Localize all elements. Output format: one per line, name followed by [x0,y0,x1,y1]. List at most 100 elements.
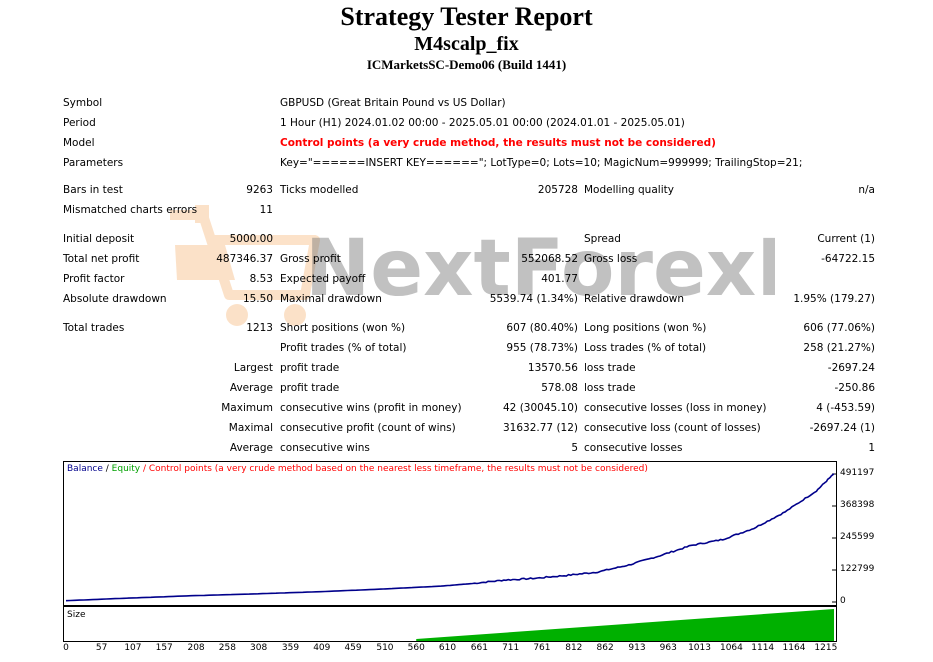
maximal-drawdown-value: 5539.74 (1.34%) [489,293,578,305]
y-tick-label: 368398 [840,500,875,510]
y-tick-label: 245599 [840,532,875,542]
x-tick-label: 409 [313,643,331,653]
consecutive-loss-count-value: -2697.24 (1) [809,422,875,434]
loss-trades-label: Loss trades (% of total) [584,342,707,354]
consecutive-losses-label: consecutive losses [584,442,683,454]
consecutive-profit-count-value: 31632.77 (12) [503,422,578,434]
profit-trades-value: 955 (78.73%) [506,342,578,354]
relative-drawdown-value: 1.95% (179.27) [793,293,875,305]
size-label: Size [67,610,86,620]
total-trades-label: Total trades [63,322,125,334]
parameters-value: Key="======INSERT KEY======"; LotType=0;… [280,157,803,169]
short-positions-label: Short positions (won %) [280,322,406,334]
largest-profit-value: 13570.56 [527,362,578,374]
spread-value: Current (1) [817,233,875,245]
largest-profit-label: profit trade [280,362,340,374]
x-tick-label: 1064 [719,643,743,653]
net-profit-value: 487346.37 [216,253,273,265]
period-value: 1 Hour (H1) 2024.01.02 00:00 - 2025.05.0… [280,117,685,129]
spread-label: Spread [584,233,621,245]
maximum-label: Maximum [221,402,273,414]
consecutive-wins-money-value: 42 (30045.10) [503,402,578,414]
size-chart [63,606,837,642]
long-positions-label: Long positions (won %) [584,322,707,334]
consecutive-wins-money-label: consecutive wins (profit in money) [280,402,462,414]
x-tick-label: 157 [155,643,173,653]
x-tick-label: 57 [95,643,108,653]
x-tick-label: 1164 [782,643,806,653]
consecutive-losses-money-label: consecutive losses (loss in money) [584,402,767,414]
profit-trades-label: Profit trades (% of total) [280,342,407,354]
bars-value: 9263 [246,184,273,196]
gross-profit-label: Gross profit [280,253,341,265]
quality-label: Modelling quality [584,184,674,196]
loss-trades-value: 258 (21.27%) [803,342,875,354]
x-tick-label: 510 [376,643,394,653]
y-tick-label: 0 [840,596,846,606]
x-tick-label: 560 [407,643,425,653]
symbol-label: Symbol [63,97,103,109]
consecutive-losses-value: 1 [868,442,875,454]
x-tick-label: 761 [533,643,551,653]
x-tick-label: 862 [596,643,614,653]
x-tick-label: 0 [63,643,69,653]
y-tick-label: 491197 [840,468,875,478]
consecutive-losses-money-value: 4 (-453.59) [816,402,875,414]
gross-loss-label: Gross loss [584,253,638,265]
legend-separator: / [102,464,112,474]
size-area [416,609,834,641]
expected-payoff-value: 401.77 [541,273,578,285]
gross-profit-value: 552068.52 [521,253,578,265]
legend-control-points: / Control points (a very crude method ba… [140,464,648,474]
profit-factor-label: Profit factor [63,273,125,285]
balance-chart [63,461,837,606]
quality-value: n/a [858,184,875,196]
server-build: ICMarketsSC-Demo06 (Build 1441) [366,57,567,72]
consecutive-wins-label: consecutive wins [280,442,370,454]
relative-drawdown-label: Relative drawdown [584,293,685,305]
average-loss-label: loss trade [584,382,636,394]
x-tick-label: 1114 [751,643,775,653]
consecutive-loss-count-label: consecutive loss (count of losses) [584,422,761,434]
chart-legend: Balance / Equity / Control points (a ver… [67,463,648,475]
consecutive-wins-value: 5 [571,442,578,454]
x-tick-label: 711 [502,643,520,653]
model-value: Control points (a very crude method, the… [280,137,716,149]
balance-line [65,473,835,602]
report-title: Strategy Tester Report [340,2,593,31]
x-tick-label: 661 [470,643,488,653]
average-loss-value: -250.86 [834,382,875,394]
expert-name: M4scalp_fix [414,33,519,55]
y-tick-label: 122799 [840,564,875,574]
legend-balance: Balance [67,464,103,474]
average-profit-label: profit trade [280,382,340,394]
average-profit-value: 578.08 [541,382,578,394]
x-tick-label: 459 [344,643,362,653]
x-tick-label: 963 [659,643,677,653]
absolute-drawdown-value: 15.50 [242,293,273,305]
bars-label: Bars in test [63,184,123,196]
model-label: Model [63,137,95,149]
maximal-drawdown-label: Maximal drawdown [280,293,382,305]
mismatch-label: Mismatched charts errors [63,204,198,216]
short-positions-value: 607 (80.40%) [506,322,578,334]
largest-loss-value: -2697.24 [827,362,875,374]
largest-label: Largest [233,362,273,374]
average-label-2: Average [229,442,273,454]
ticks-value: 205728 [537,184,578,196]
x-tick-label: 1215 [814,643,838,653]
deposit-value: 5000.00 [229,233,273,245]
consecutive-profit-count-label: consecutive profit (count of wins) [280,422,456,434]
long-positions-value: 606 (77.06%) [803,322,875,334]
symbol-value: GBPUSD (Great Britain Pound vs US Dollar… [280,97,506,109]
average-label: Average [229,382,273,394]
x-tick-label: 1013 [688,643,711,653]
x-tick-label: 107 [124,643,142,653]
legend-equity: Equity [111,464,141,474]
expected-payoff-label: Expected payoff [280,273,366,285]
gross-loss-value: -64722.15 [821,253,875,265]
profit-factor-value: 8.53 [249,273,273,285]
x-tick-label: 913 [628,643,646,653]
x-tick-label: 308 [250,643,268,653]
mismatch-value: 11 [259,204,273,216]
